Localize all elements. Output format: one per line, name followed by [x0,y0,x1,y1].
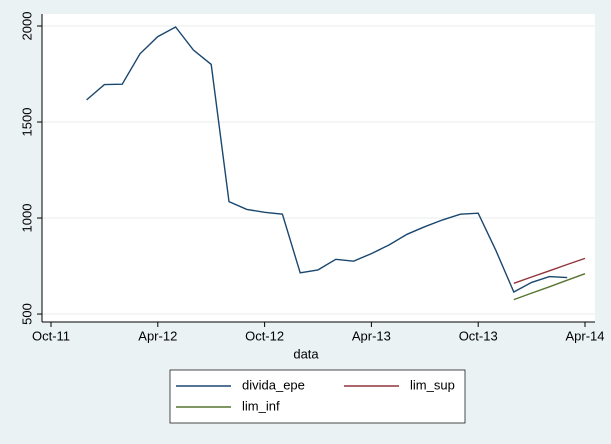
legend-label: lim_sup [410,377,455,392]
x-tick-label: Oct-13 [459,328,498,343]
y-tick-label: 1500 [19,108,34,137]
legend [169,369,466,424]
x-tick-label: Apr-14 [565,328,604,343]
plot-area [42,14,595,322]
x-tick-label: Oct-11 [32,328,70,343]
x-axis-title: data [293,346,319,361]
series-line [513,273,586,301]
legend-label: lim_inf [242,398,280,413]
y-tick-label: 2000 [19,12,34,41]
y-tick-label: 1000 [19,204,34,233]
legend-label: divida_epe [242,377,305,392]
x-tick-label: Oct-12 [245,328,284,343]
series-line [513,257,586,284]
x-tick-label: Apr-12 [138,328,177,343]
series-line [86,26,568,293]
y-tick-label: 500 [19,303,34,325]
x-tick-label: Apr-13 [352,328,391,343]
